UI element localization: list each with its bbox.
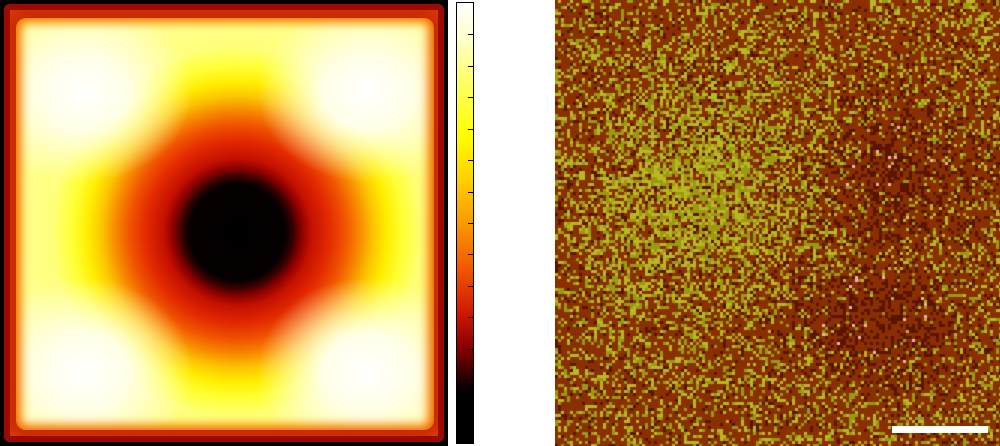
colorbar-tick bbox=[468, 66, 473, 67]
colorbar-tick bbox=[468, 317, 473, 318]
colorbar-tick bbox=[468, 223, 473, 224]
colorbar-tick bbox=[468, 97, 473, 98]
noisy-measurement-image bbox=[555, 0, 1000, 446]
scale-bar bbox=[892, 426, 988, 433]
colorbar-tick bbox=[468, 34, 473, 35]
heatmap-frame bbox=[4, 4, 444, 442]
colorbar-tick bbox=[468, 286, 473, 287]
colorbar-tick bbox=[468, 192, 473, 193]
colorbar-tick bbox=[468, 412, 473, 413]
colorbar-tick bbox=[468, 349, 473, 350]
colorbar-tick bbox=[468, 129, 473, 130]
simulated-heatmap-panel bbox=[0, 0, 448, 446]
heatmap-intensity-field bbox=[16, 18, 434, 430]
colorbar-tick bbox=[468, 380, 473, 381]
colorbar-tick bbox=[468, 160, 473, 161]
colorbar bbox=[456, 2, 474, 444]
measured-image-panel bbox=[555, 0, 1000, 446]
colorbar-tick bbox=[468, 254, 473, 255]
